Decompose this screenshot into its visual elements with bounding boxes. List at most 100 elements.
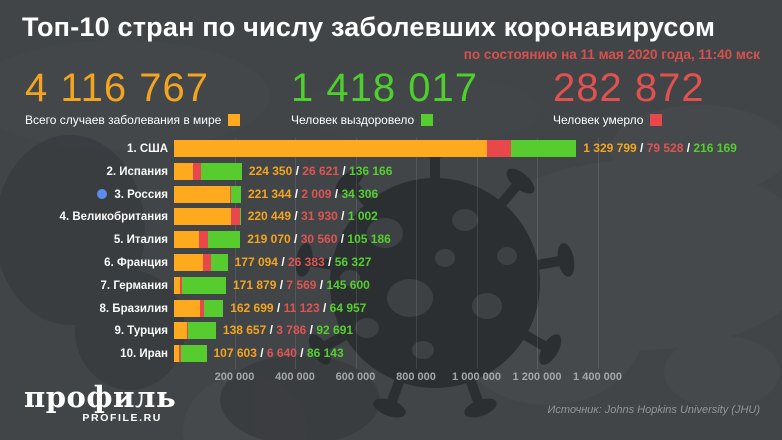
value-separator: / [324, 255, 335, 269]
value-number: 216 169 [693, 141, 737, 155]
country-label: 7. Германия [100, 279, 168, 292]
value-number: 162 699 [230, 300, 274, 315]
axis-tick-label: 200 000 [214, 371, 255, 383]
value-number: 11 123 [283, 300, 320, 315]
value-labels: 224 350 / 26 621 / 136 166 [249, 163, 393, 180]
axis-tick-label: 600 000 [335, 371, 376, 383]
value-number: 26 621 [302, 163, 339, 178]
value-separator: / [277, 255, 288, 269]
value-number: 145 600 [326, 277, 370, 292]
value-labels: 138 657 / 3 786 / 92 691 [223, 322, 353, 339]
logo-url: PROFILE.RU [82, 412, 162, 424]
bar-segment-recovered [187, 322, 216, 340]
value-separator: / [292, 163, 303, 178]
axis-tick-label: 1 000 000 [452, 371, 501, 383]
value-labels: 162 699 / 11 123 / 64 957 [230, 300, 366, 317]
stat-confirmed-label: Всего случаев заболевания в мире [25, 113, 222, 127]
value-labels: 1 329 799 / 79 528 / 216 169 [583, 140, 737, 157]
bar-segment-recovered [510, 140, 577, 157]
bar-segment-deaths [230, 185, 231, 203]
stacked-bar [174, 322, 216, 340]
value-number: 56 327 [334, 255, 372, 269]
value-number: 177 094 [234, 255, 278, 269]
gridline-1400000 [597, 138, 599, 369]
axis-tick-label: 1 200 000 [512, 371, 562, 383]
bar-segment-deaths [178, 345, 181, 363]
value-separator: / [683, 141, 694, 155]
value-labels: 220 449 / 31 930 / 1 002 [248, 208, 378, 225]
chart-row: 6. Франция 177 094 / 26 383 / 56 327 [0, 254, 782, 276]
value-separator: / [290, 232, 301, 247]
gridline-400000 [295, 138, 296, 369]
chart-row: 2. Испания 224 350 / 26 621 / 136 166 [0, 162, 782, 185]
value-separator: / [339, 163, 350, 178]
bar-segment-active [174, 208, 231, 226]
bar-segment-active [174, 299, 201, 317]
value-number: 105 186 [347, 232, 391, 247]
value-separator: / [306, 323, 317, 338]
russia-marker-icon [97, 188, 108, 199]
bar-segment-recovered [210, 254, 228, 271]
bar-segment-deaths [486, 140, 511, 157]
value-number: 220 449 [247, 209, 292, 224]
value-number: 2 009 [301, 186, 332, 201]
recovered-legend-swatch [421, 114, 434, 126]
source-credit: Источник: Johns Hopkins University (JHU) [547, 404, 760, 416]
value-number: 7 569 [286, 277, 317, 292]
value-labels: 177 094 / 26 383 / 56 327 [235, 254, 372, 271]
stat-confirmed-value: 4 116 767 [25, 66, 209, 110]
gridline-1200000 [537, 138, 538, 369]
value-number: 92 691 [316, 323, 354, 338]
bar-segment-recovered [208, 231, 241, 249]
bar-segment-active [174, 345, 179, 363]
bar-segment-deaths [202, 254, 211, 271]
value-number: 138 657 [222, 323, 267, 338]
value-separator: / [273, 300, 284, 315]
chart-row: 10. Иран 107 603 / 6 640 / 86 143 [0, 345, 782, 367]
value-number: 64 957 [329, 300, 367, 315]
value-separator: / [256, 346, 267, 361]
bar-segment-active [174, 140, 487, 157]
value-number: 107 603 [213, 346, 257, 361]
country-label: 10. Иран [120, 348, 168, 361]
confirmed-legend-swatch [228, 114, 241, 126]
stacked-bar [174, 254, 228, 271]
bar-segment-recovered [181, 276, 226, 294]
value-number: 26 383 [288, 255, 325, 269]
value-number: 79 528 [646, 141, 684, 155]
value-separator: / [291, 186, 302, 201]
stat-recovered: 1 418 017 Человек выздоровело [291, 66, 478, 127]
stacked-bar [174, 162, 242, 180]
gridline-600000 [355, 138, 357, 369]
stat-deaths-value: 282 872 [553, 66, 705, 110]
stat-confirmed: 4 116 767 Всего случаев заболевания в ми… [25, 66, 241, 127]
value-number: 1 329 799 [583, 141, 637, 155]
value-number: 221 344 [248, 186, 292, 201]
value-number: 86 143 [306, 346, 344, 361]
value-number: 171 879 [233, 277, 277, 292]
bar-segment-deaths [186, 322, 188, 340]
value-number: 31 930 [301, 209, 338, 224]
value-number: 224 350 [248, 163, 293, 178]
bar-segment-recovered [203, 299, 224, 317]
bar-segment-active [174, 322, 187, 340]
chart-row: 9. Турция 138 657 / 3 786 / 92 691 [0, 322, 782, 344]
stacked-bar [174, 276, 226, 294]
chart-row: 7. Германия 171 879 / 7 569 / 145 600 [0, 276, 782, 299]
bar-segment-deaths [199, 231, 209, 249]
value-number: 136 166 [349, 163, 393, 178]
bar-segment-deaths [192, 162, 201, 180]
logo-wordmark: профиль [24, 380, 177, 414]
bar-segment-deaths [200, 299, 204, 317]
stacked-bar [174, 140, 577, 157]
stacked-bar [174, 299, 224, 317]
axis-tick-label: 800 000 [396, 371, 436, 383]
value-separator: / [337, 232, 348, 247]
stacked-bar [174, 208, 242, 226]
value-labels: 171 879 / 7 569 / 145 600 [233, 277, 370, 294]
value-number: 219 070 [247, 232, 291, 247]
bar-segment-recovered [180, 345, 207, 363]
bar-segment-recovered [200, 162, 242, 180]
bar-segment-recovered [240, 208, 242, 226]
deaths-legend-swatch [650, 114, 663, 126]
